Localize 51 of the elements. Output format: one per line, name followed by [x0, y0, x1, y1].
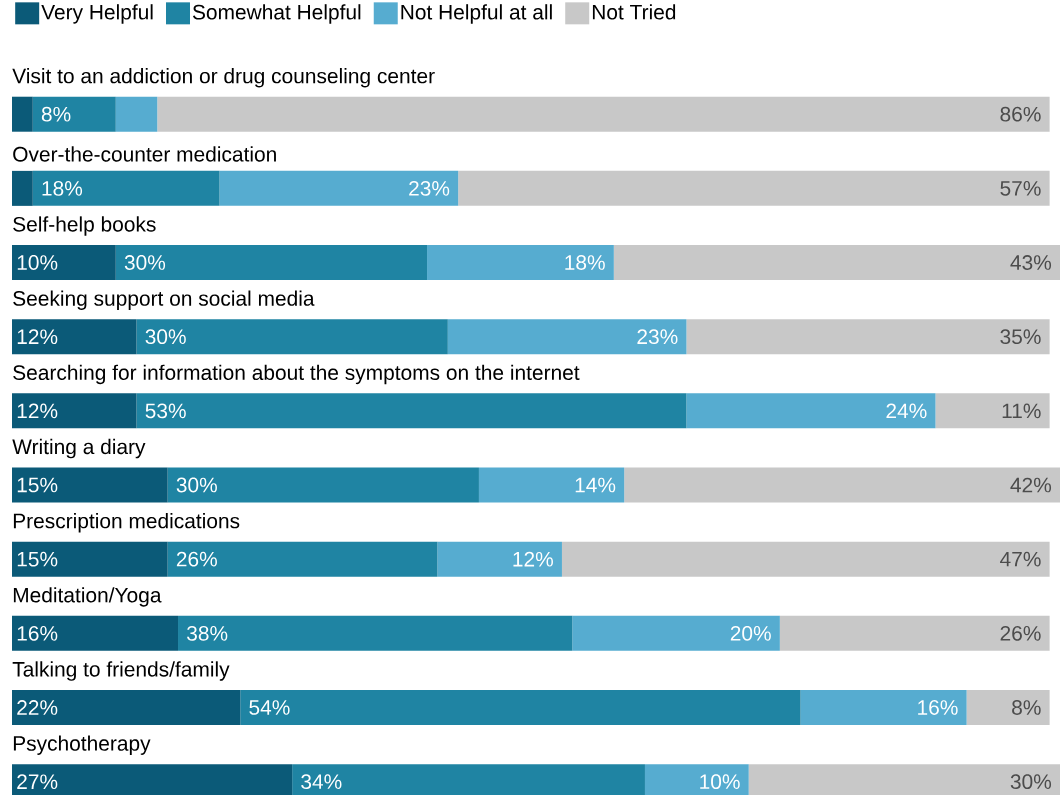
data-label: 35% [1000, 329, 1041, 345]
legend-label: Not Helpful at all [401, 4, 552, 24]
data-label: 53% [145, 403, 186, 419]
y-tick-label: Searching for information about the symptoms on the internet [13, 364, 580, 385]
data-label: 54% [249, 700, 290, 715]
data-label: 14% [575, 477, 616, 493]
y-tick-label: Over-the-counter medication [13, 146, 276, 162]
data-label: 22% [17, 700, 58, 715]
data-label: 18% [565, 255, 605, 270]
data-label: 12% [513, 551, 553, 567]
data-label: 18% [42, 180, 83, 196]
data-label: 8% [41, 106, 71, 122]
legend-label: Very Helpful [41, 4, 153, 24]
data-label: 42% [1010, 477, 1052, 493]
data-label: 11% [1002, 403, 1041, 419]
data-label: 30% [124, 255, 166, 270]
data-label: 27% [17, 774, 58, 790]
y-tick-label: Talking to friends/family [12, 661, 230, 681]
y-tick-label: Seeking support on social media [13, 290, 315, 310]
data-label: 23% [637, 329, 678, 345]
data-label: 30% [145, 329, 186, 345]
legend-label: Not Tried [592, 4, 676, 20]
legend-label: Somewhat Helpful [192, 4, 361, 24]
data-label: 16% [918, 700, 958, 715]
data-label: 86% [1000, 106, 1041, 122]
data-label: 20% [730, 625, 771, 641]
data-label: 30% [176, 477, 217, 493]
data-label: 30% [1010, 774, 1052, 790]
y-tick-label: Meditation/Yoga [13, 587, 162, 607]
data-label: 26% [176, 551, 217, 567]
data-label: 38% [187, 625, 228, 641]
data-label: 12% [17, 329, 58, 345]
data-label: 47% [1000, 551, 1041, 567]
data-label: 16% [17, 625, 58, 641]
data-label: 43% [1010, 255, 1052, 270]
y-tick-label: Writing a diary [12, 438, 146, 459]
data-label: 12% [17, 403, 58, 419]
y-tick-label: Psychotherapy [13, 735, 151, 755]
data-label: 10% [17, 255, 58, 270]
data-label: 15% [17, 551, 58, 567]
data-label: 26% [1000, 625, 1041, 641]
data-label: 15% [17, 477, 58, 493]
y-tick-label: Visit to an addiction or drug counseling center [12, 68, 435, 88]
y-tick-label: Prescription medications [13, 512, 240, 533]
data-label: 10% [700, 774, 740, 790]
y-tick-label: Self-help books [13, 216, 156, 236]
data-label: 57% [1000, 181, 1041, 196]
data-label: 8% [1012, 700, 1041, 715]
data-label: 23% [409, 180, 450, 196]
data-label: 24% [886, 403, 927, 419]
data-label: 34% [301, 774, 342, 790]
